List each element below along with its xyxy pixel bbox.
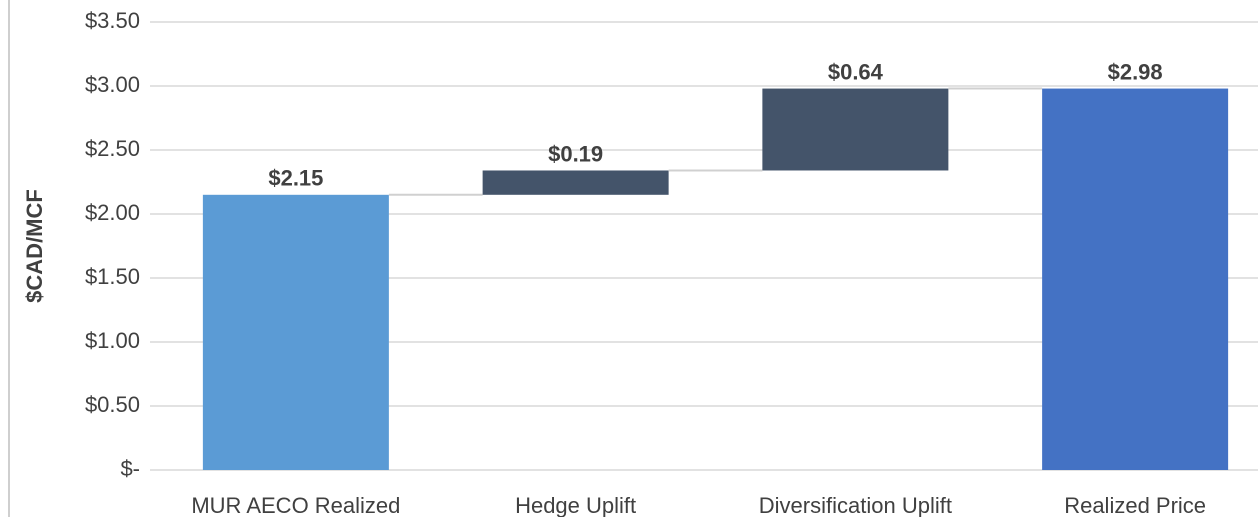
x-tick-label: MUR AECO Realized bbox=[191, 493, 400, 517]
value-label: $2.15 bbox=[268, 166, 323, 191]
y-tick-label: $3.00 bbox=[85, 72, 140, 97]
y-axis-title: $CAD/MCF bbox=[22, 189, 47, 303]
y-tick-label: $2.50 bbox=[85, 136, 140, 161]
x-tick-label: Hedge Uplift bbox=[515, 493, 636, 517]
value-label: $0.64 bbox=[828, 59, 884, 84]
y-tick-label: $1.00 bbox=[85, 328, 140, 353]
bar bbox=[482, 170, 669, 195]
y-tick-label: $- bbox=[120, 456, 140, 481]
bar bbox=[202, 194, 389, 471]
bar bbox=[1042, 88, 1229, 470]
y-tick-label: $3.50 bbox=[85, 8, 140, 33]
value-label: $0.19 bbox=[548, 141, 603, 166]
y-tick-label: $1.50 bbox=[85, 264, 140, 289]
x-tick-label: Realized Price bbox=[1064, 493, 1206, 517]
x-tick-label: Diversification Uplift bbox=[759, 493, 952, 517]
value-label: $2.98 bbox=[1108, 59, 1163, 84]
bar bbox=[762, 88, 949, 171]
y-tick-label: $2.00 bbox=[85, 200, 140, 225]
y-tick-label: $0.50 bbox=[85, 392, 140, 417]
